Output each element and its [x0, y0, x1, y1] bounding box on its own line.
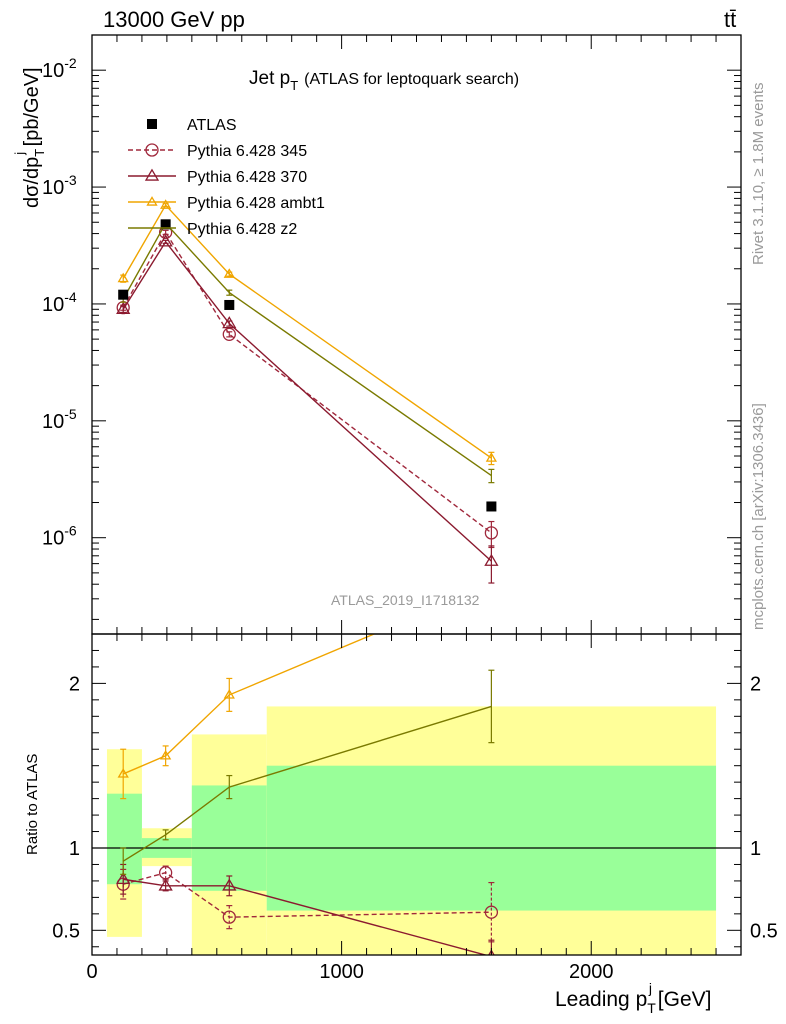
atlas-data-point [160, 219, 171, 230]
data-point [222, 316, 237, 329]
ratio-plot-area [92, 634, 741, 955]
x-tick-label: 1000 [319, 961, 364, 983]
energy-label: 13000 GeV pp [103, 7, 245, 32]
data-point [158, 234, 173, 247]
ratio-point [222, 878, 237, 891]
main-axes: 10-6 10-5 10-4 10-3 10-2 [42, 34, 742, 635]
data-point [484, 553, 499, 566]
y-tick-label: 10-3 [42, 172, 77, 199]
title-sub: T [290, 78, 298, 93]
legend: ATLAS Pythia 6.428 345 Pythia 6.428 370 Pyt… [128, 117, 325, 238]
legend-label: ATLAS [187, 117, 237, 134]
title-rest: (ATLAS for leptoquark search) [304, 71, 519, 88]
analysis-id: ATLAS_2019_I1718132 [331, 592, 480, 608]
legend-entry: ATLAS [147, 117, 237, 134]
ratio-point [222, 910, 236, 924]
data-point [160, 199, 172, 209]
legend-marker [144, 168, 160, 181]
legend-marker [145, 143, 159, 157]
data-point [485, 452, 498, 462]
data-point [117, 272, 129, 283]
series-line [122, 240, 492, 562]
rivet-label: Rivet 3.1.10, ≥ 1.8M events [750, 83, 767, 266]
ratio-point [484, 905, 499, 919]
y-tick-label: 10-4 [42, 289, 77, 316]
series-pythia-6-428-345 [116, 225, 499, 549]
uncertainty-band-green [191, 785, 267, 891]
ratio-point [160, 749, 172, 760]
ratio-line [123, 878, 488, 955]
ratio-y-tick-label-right: 1 [750, 838, 761, 860]
ratio-line [123, 871, 492, 918]
ratio-y-axis-label: Ratio to ATLAS [24, 754, 41, 855]
y-axis-label: dσ/dpTj [pb/GeV] [12, 67, 47, 208]
series-line [122, 230, 492, 534]
legend-entry: Pythia 6.428 ambt1 [128, 195, 325, 212]
ratio-y-tick-label: 1 [69, 838, 80, 860]
mcplots-label: mcplots.cern.ch [arXiv:1306.3436] [750, 403, 767, 630]
legend-label: Pythia 6.428 ambt1 [187, 195, 325, 212]
title-main: Jet p [249, 68, 290, 89]
data-point [222, 327, 236, 341]
ratio-point [117, 768, 129, 778]
atlas-data-point [486, 501, 497, 512]
legend-entry: Pythia 6.428 370 [128, 168, 307, 186]
x-axis-label: Leading pTj [GeV] [555, 980, 711, 1016]
ratio-y-tick-label: 2 [69, 673, 80, 695]
ratio-point [223, 689, 235, 699]
ratio-series-pythia-6-428-370 [116, 863, 495, 955]
ratio-series-pythia-6-428-ambt1 [117, 634, 495, 800]
data-point [116, 301, 131, 315]
x-tick-label: 0 [86, 961, 97, 983]
legend-entry: Pythia 6.428 z2 [128, 221, 297, 238]
legend-marker [146, 196, 158, 206]
y-tick-label: 10-6 [42, 523, 77, 550]
ratio-point [116, 871, 131, 885]
ratio-line [122, 705, 492, 862]
series-pythia-6-428-z2 [120, 221, 495, 484]
ratio-line [122, 634, 376, 775]
ratio-point [158, 878, 173, 891]
series-pythia-6-428-370 [116, 234, 499, 584]
legend-marker [147, 119, 157, 129]
main-plot-area [116, 199, 499, 584]
legend-entry: Pythia 6.428 345 [128, 143, 307, 160]
ratio-series-pythia-6-428-345 [116, 865, 499, 943]
data-point [484, 526, 499, 540]
ratio-y-tick-label: 0.5 [52, 920, 80, 942]
y-tick-label: 10-2 [42, 55, 77, 82]
ratio-y-tick-label-right: 0.5 [750, 920, 778, 942]
data-point [223, 268, 235, 278]
atlas-data-point [118, 289, 129, 300]
ratio-y-tick-label-right: 2 [750, 673, 761, 695]
legend-label: Pythia 6.428 345 [187, 143, 307, 160]
atlas-data-point [224, 299, 235, 310]
legend-label: Pythia 6.428 z2 [187, 221, 297, 238]
series-line [122, 222, 492, 477]
ratio-series-pythia-6-428-z2 [120, 669, 495, 875]
y-tick-label: 10-5 [42, 406, 77, 433]
series-line [122, 203, 492, 459]
ratio-axes: 0 1000 2000 0.5 1 2 0.5 1 2 [52, 633, 778, 983]
x-tick-label: 2000 [569, 961, 614, 983]
uncertainty-band-green [266, 765, 717, 911]
series-pythia-6-428-ambt1 [117, 199, 498, 466]
chart-title: Jet pT (ATLAS for leptoquark search) [249, 68, 519, 93]
uncertainty-band-green [106, 793, 142, 885]
process-label: tt̄ [724, 7, 736, 32]
legend-label: Pythia 6.428 370 [187, 169, 307, 186]
